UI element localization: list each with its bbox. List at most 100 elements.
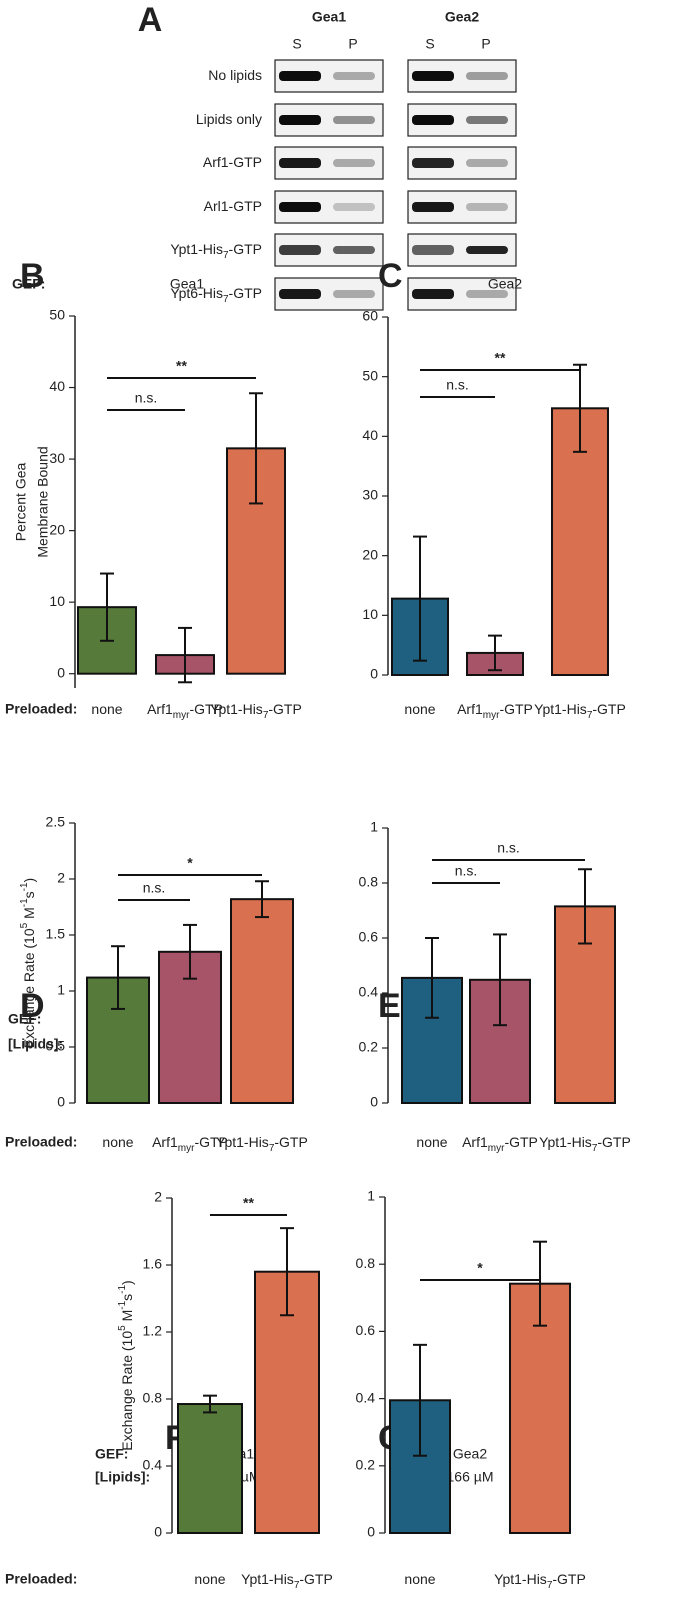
bar	[177, 1403, 243, 1535]
row-label: Ypt6-His7-GTP	[170, 285, 262, 305]
error-bar	[249, 392, 263, 505]
x-tick-label: none	[404, 701, 435, 717]
y-axis-label-part: -1	[117, 1285, 128, 1294]
x-tick-label-part: none	[194, 1571, 225, 1587]
row-label-part: Ypt6-His	[170, 285, 223, 301]
y-tick-label: 40	[49, 378, 65, 394]
significance-label: *	[187, 855, 193, 871]
blot-band	[412, 245, 454, 255]
header-label: GEF:	[8, 1011, 41, 1027]
y-axis-label: Percent Gea	[13, 462, 29, 541]
y-tick-label: 0.6	[359, 929, 379, 945]
footer-label: Preloaded:	[5, 1134, 77, 1150]
row-label: Arf1-GTP	[203, 154, 262, 170]
row-label-part: Lipids only	[196, 111, 262, 127]
x-tick-label: Ypt1-His7-GTP	[216, 1134, 308, 1154]
error-bar	[425, 937, 439, 1019]
lane-label: P	[481, 36, 490, 52]
blot-band	[412, 202, 454, 212]
blot-band	[333, 72, 375, 80]
x-tick-label-part: -GTP	[597, 1134, 630, 1150]
y-tick-label: 10	[49, 593, 65, 609]
y-tick-label: 2	[57, 870, 65, 886]
y-tick-label: 1	[57, 982, 65, 998]
x-tick-label-part: myr	[173, 710, 190, 721]
x-tick-label-part: Ypt1-His	[210, 701, 263, 717]
y-tick-label: 0	[154, 1524, 162, 1540]
blot-band	[279, 202, 321, 212]
x-tick-label-part: Ypt1-His	[216, 1134, 269, 1150]
blot-band	[333, 290, 375, 298]
y-tick-label: 0	[370, 666, 378, 682]
x-tick-label: Ypt1-His7-GTP	[494, 1571, 586, 1591]
significance-label: **	[243, 1195, 254, 1211]
blot-band	[279, 71, 321, 81]
blot-band	[466, 116, 508, 124]
x-tick-label-part: 7	[294, 1580, 300, 1591]
x-tick-label-part: 7	[547, 1580, 553, 1591]
x-tick-label: none	[102, 1134, 133, 1150]
y-axis-label-part: Exchange Rate (10	[119, 1331, 135, 1451]
x-tick-label-part: none	[404, 701, 435, 717]
row-label: No lipids	[208, 67, 262, 83]
y-axis-label-part: -1	[19, 898, 30, 907]
y-tick-label: 0.2	[359, 1039, 379, 1055]
significance-label: **	[176, 358, 187, 374]
y-tick-label: 0.4	[143, 1457, 163, 1473]
blot-band	[279, 289, 321, 299]
header-label: GEF:	[12, 276, 45, 292]
y-tick-label: 50	[362, 367, 378, 383]
y-tick-label: 30	[49, 450, 65, 466]
x-tick-label: none	[404, 1571, 435, 1587]
x-tick-label: Ypt1-His7-GTP	[534, 701, 626, 721]
x-tick-label-part: Arf1	[152, 1134, 178, 1150]
x-tick-label-part: Arf1	[457, 701, 483, 717]
y-tick-label: 2	[154, 1189, 162, 1205]
error-bar	[203, 1394, 217, 1414]
error-bar	[488, 634, 502, 672]
y-tick-label: 1	[370, 819, 378, 835]
blot-band	[466, 203, 508, 211]
lane-label: S	[292, 36, 301, 52]
blot-band	[333, 203, 375, 211]
blot-band	[279, 158, 321, 168]
x-tick-label-part: Arf1	[462, 1134, 488, 1150]
x-tick-label-part: none	[102, 1134, 133, 1150]
y-tick-label: 0.8	[143, 1390, 163, 1406]
footer-label: Preloaded:	[5, 701, 77, 717]
row-label-part: Ypt1-His	[170, 241, 223, 257]
y-axis-label: Exchange Rate (105 M-1s-1)	[117, 1280, 135, 1450]
row-label-part: Arf1-GTP	[203, 154, 262, 170]
y-tick-label: 0.8	[356, 1255, 376, 1271]
y-axis-label: Exchange Rate (105 M-1s-1)	[19, 878, 37, 1048]
y-tick-label: 1.5	[46, 926, 66, 942]
significance-label: n.s.	[446, 377, 469, 393]
error-bar	[183, 923, 197, 980]
x-tick-label: Arf1myr-GTP	[457, 701, 533, 721]
blot-box	[407, 146, 517, 180]
x-tick-label-part: -GTP	[194, 1134, 227, 1150]
x-tick-label-part: -GTP	[299, 1571, 332, 1587]
y-tick-label: 0.5	[46, 1038, 66, 1054]
y-tick-label: 40	[362, 427, 378, 443]
footer-label: Preloaded:	[5, 1571, 77, 1587]
x-tick-label: Ypt1-His7-GTP	[539, 1134, 631, 1154]
y-axis-label-part: s	[21, 891, 37, 898]
y-tick-label: 1	[367, 1188, 375, 1204]
x-tick-label-part: -GTP	[499, 701, 532, 717]
y-axis-label-part: 5	[19, 922, 30, 928]
x-tick-label-part: -GTP	[504, 1134, 537, 1150]
y-tick-label: 0.2	[356, 1457, 376, 1473]
error-bar	[533, 1240, 547, 1327]
error-bar	[573, 363, 587, 453]
error-bar	[280, 1227, 294, 1317]
y-tick-label: 1.2	[143, 1323, 163, 1339]
header-label: [Lipids]:	[8, 1036, 63, 1052]
y-tick-label: 0	[367, 1524, 375, 1540]
x-tick-label-part: -GTP	[268, 701, 301, 717]
y-tick-label: 10	[362, 606, 378, 622]
row-label: Ypt1-His7-GTP	[170, 241, 262, 261]
row-label-part: 7	[223, 294, 229, 305]
blot-band	[466, 246, 508, 254]
